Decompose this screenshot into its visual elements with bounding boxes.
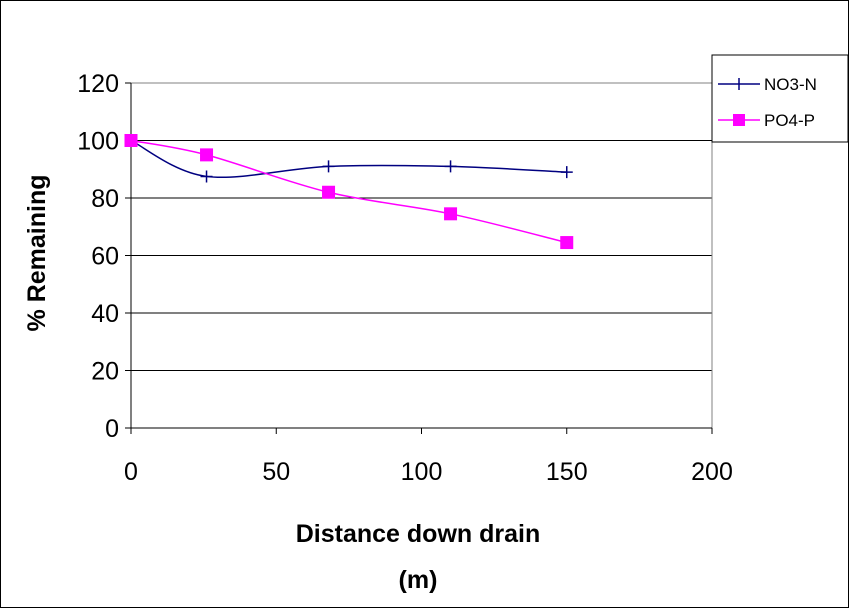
x-tick-label-0: 0: [124, 458, 138, 486]
y-tick-label-40: 40: [91, 300, 119, 328]
point-NO3-N-1: [200, 170, 213, 183]
point-NO3-N-3: [444, 160, 457, 173]
x-tick-label-50: 50: [262, 458, 290, 486]
y-axis-label: % Remaining: [23, 175, 51, 332]
y-tick-label-0: 0: [105, 415, 119, 443]
legend-label-NO3-N: NO3-N: [764, 75, 817, 94]
y-tick-label-60: 60: [91, 243, 119, 271]
point-PO4-P-2: [322, 185, 336, 199]
x-axis-label-line1: Distance down drain: [296, 520, 540, 548]
legend-marker-PO4-P: [733, 114, 745, 126]
x-tick-label-100: 100: [401, 458, 443, 486]
x-tick-label-200: 200: [691, 458, 733, 486]
point-PO4-P-4: [560, 236, 574, 250]
x-tick-label-150: 150: [546, 458, 588, 486]
y-tick-label-80: 80: [91, 185, 119, 213]
axes: 0 20 40 60 80 100 120 0 50 100 150 200: [77, 70, 733, 486]
point-PO4-P-3: [444, 207, 458, 221]
y-tick-label-120: 120: [77, 70, 119, 98]
legend-label-PO4-P: PO4-P: [764, 111, 815, 130]
point-NO3-N-2: [322, 160, 335, 173]
point-PO4-P-0: [124, 134, 138, 147]
y-tick-label-100: 100: [77, 128, 119, 156]
point-PO4-P-1: [200, 148, 214, 162]
y-tick-label-20: 20: [91, 358, 119, 386]
x-axis-label-line2: (m): [399, 566, 438, 594]
legend-box: [711, 54, 849, 143]
legend: NO3-N PO4-P: [711, 54, 849, 143]
series: [124, 134, 574, 250]
point-NO3-N-4: [560, 166, 573, 179]
